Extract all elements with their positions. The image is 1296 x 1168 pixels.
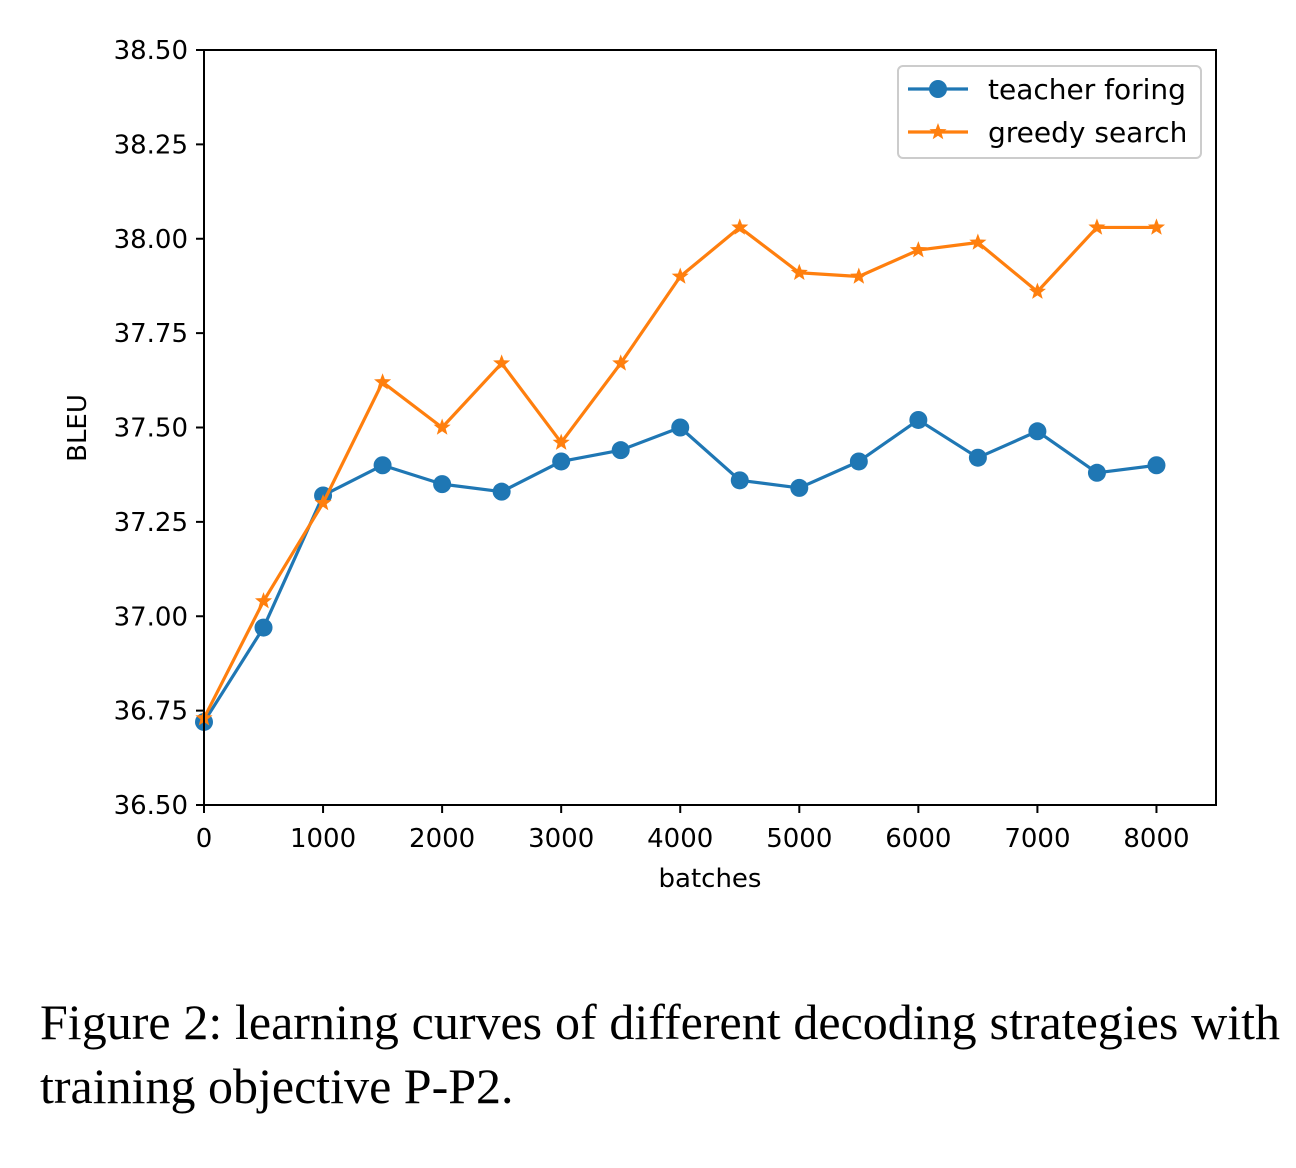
data-point-greedy-search <box>374 373 392 390</box>
data-point-greedy-search <box>1028 282 1046 299</box>
y-tick-label: 37.75 <box>114 319 188 349</box>
series-line-greedy-search <box>202 225 1157 719</box>
data-point-teacher-foring <box>1028 422 1047 441</box>
legend-marker-greedy-search <box>929 123 947 140</box>
x-tick-label: 4000 <box>647 824 713 854</box>
data-point-greedy-search <box>1088 218 1106 235</box>
y-tick-label: 38.50 <box>114 36 188 66</box>
x-tick-label: 8000 <box>1123 824 1189 854</box>
data-point-greedy-search <box>493 354 511 371</box>
series-line-teacher-foring <box>202 418 1157 723</box>
x-tick-label: 0 <box>196 824 213 854</box>
x-tick-label: 5000 <box>766 824 832 854</box>
data-point-teacher-foring <box>1087 463 1106 482</box>
y-tick-label: 37.00 <box>114 602 188 632</box>
data-point-greedy-search <box>671 267 689 284</box>
axes: 0 1000 2000 3000 4000 5000 6000 7000 8000 36.50 36… <box>114 36 1190 854</box>
data-point-teacher-foring <box>849 452 868 471</box>
plot-frame <box>203 49 1217 806</box>
y-axis-label: BLEU <box>63 394 93 462</box>
data-point-greedy-search <box>731 218 749 235</box>
data-point-teacher-foring <box>790 478 809 497</box>
data-point-teacher-foring <box>373 456 392 475</box>
data-point-greedy-search <box>254 592 273 609</box>
data-point-teacher-foring <box>611 441 630 460</box>
x-tick-label: 2000 <box>409 824 475 854</box>
plot-area <box>195 218 1166 731</box>
x-tick-label: 1000 <box>290 824 356 854</box>
y-tick-label: 37.50 <box>114 414 188 444</box>
x-axis-label: batches <box>659 864 762 894</box>
data-point-teacher-foring <box>433 475 452 494</box>
data-point-greedy-search <box>612 354 630 371</box>
x-tick-label: 6000 <box>885 824 951 854</box>
data-point-teacher-foring <box>254 618 273 637</box>
y-tick-label: 37.25 <box>114 508 188 538</box>
data-point-teacher-foring <box>492 482 511 501</box>
x-tick-label: 7000 <box>1004 824 1070 854</box>
legend-label-teacher-foring: teacher foring <box>988 73 1186 106</box>
y-tick-label: 38.25 <box>114 130 188 160</box>
y-tick-label: 38.00 <box>114 225 188 255</box>
data-point-teacher-foring <box>671 418 690 437</box>
data-point-greedy-search <box>969 233 987 250</box>
data-point-teacher-foring <box>730 471 749 490</box>
data-point-teacher-foring <box>552 452 571 471</box>
data-point-greedy-search <box>850 267 868 284</box>
data-point-greedy-search <box>552 433 570 450</box>
legend-marker-teacher-foring <box>929 80 947 98</box>
y-tick-label: 36.75 <box>114 697 188 727</box>
data-point-greedy-search <box>314 494 332 511</box>
line-chart: 0 1000 2000 3000 4000 5000 6000 7000 8000 36.50 36… <box>63 36 1217 894</box>
y-tick-label: 36.50 <box>114 791 188 821</box>
data-point-teacher-foring <box>968 448 987 467</box>
figure-caption: Figure 2: learning curves of different d… <box>40 994 1280 1114</box>
data-point-greedy-search <box>790 263 808 281</box>
data-point-greedy-search <box>1147 218 1166 235</box>
data-point-teacher-foring <box>1147 456 1166 475</box>
data-point-greedy-search <box>433 418 451 435</box>
legend-box <box>897 65 1202 159</box>
data-point-greedy-search <box>909 241 927 258</box>
x-tick-label: 3000 <box>528 824 594 854</box>
data-point-teacher-foring <box>909 410 928 429</box>
legend: teacher foring greedy search <box>897 65 1202 159</box>
legend-label-greedy-search: greedy search <box>988 116 1187 149</box>
